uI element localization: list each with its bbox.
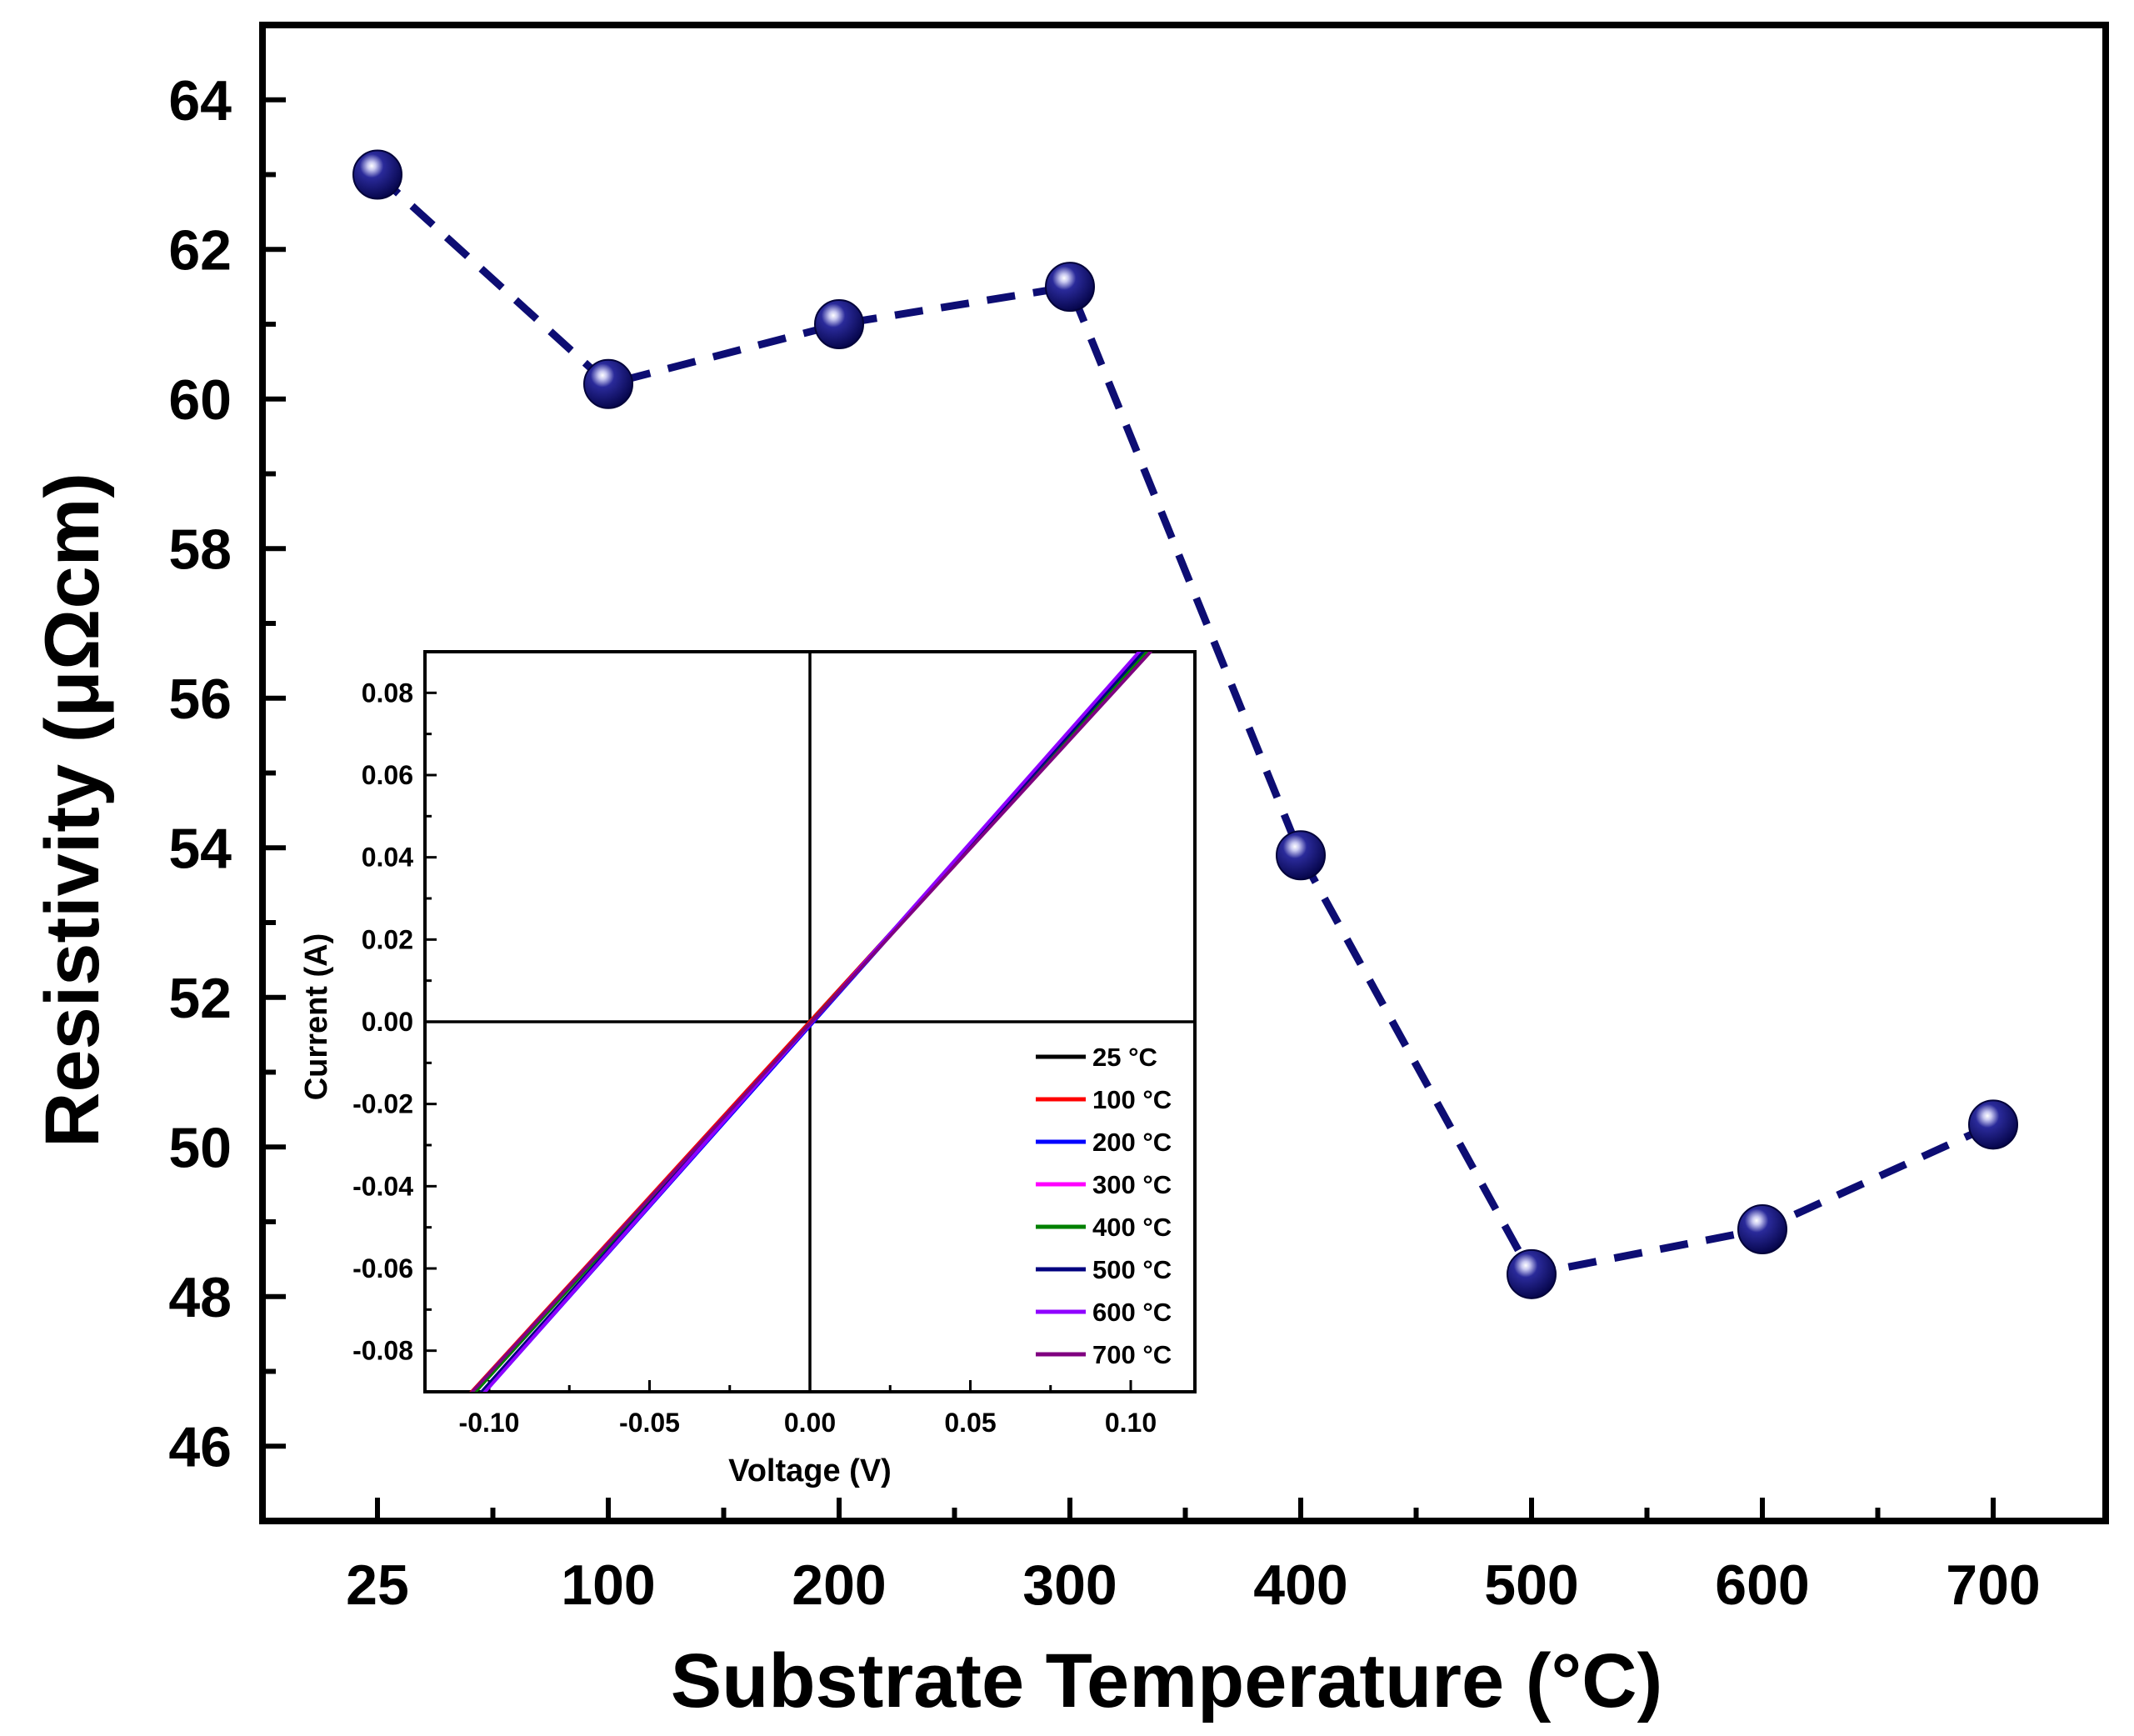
data-point [1507,1248,1557,1299]
inset-y-tick-label: -0.02 [352,1089,413,1119]
x-tick-label: 100 [561,1553,655,1617]
x-tick-label: 300 [1022,1553,1117,1617]
legend-label: 200 °C [1092,1128,1172,1157]
y-tick-label: 50 [168,1116,232,1179]
inset-x-tick-label: -0.10 [459,1408,520,1438]
x-axis-title: Substrate Temperature (°C) [671,1638,1662,1723]
legend-label: 600 °C [1092,1298,1172,1327]
y-tick-label: 46 [168,1415,232,1478]
inset-y-axis-title: Current (A) [299,933,334,1101]
x-tick-label: 600 [1715,1553,1809,1617]
y-axis-title: Resistivity (μΩcm) [30,473,115,1148]
x-tick-label: 700 [1946,1553,2040,1617]
x-tick-label: 400 [1253,1553,1347,1617]
inset-x-tick-label: 0.10 [1105,1408,1157,1438]
legend-label: 300 °C [1092,1170,1172,1199]
data-point [1737,1203,1787,1254]
y-tick-label: 54 [168,817,232,880]
y-tick-label: 58 [168,518,232,581]
x-tick-label: 500 [1484,1553,1578,1617]
y-tick-label: 60 [168,368,232,432]
inset-y-tick-label: -0.08 [352,1336,413,1366]
inset-x-tick-label: -0.05 [619,1408,680,1438]
legend-label: 100 °C [1092,1085,1172,1114]
inset-y-tick-label: 0.02 [362,924,413,954]
inset-y-tick-label: -0.04 [352,1171,413,1201]
legend-label: 400 °C [1092,1213,1172,1242]
resistivity-series-line [374,172,1995,1278]
legend-label: 700 °C [1092,1340,1172,1369]
inset-y-tick-label: 0.06 [362,760,413,790]
y-tick-label: 56 [168,668,232,731]
data-point [1968,1099,2018,1150]
data-point [1276,830,1326,881]
x-tick-label: 25 [346,1553,409,1617]
inset-y-tick-label: 0.08 [362,678,413,708]
inset-y-tick-label: -0.06 [352,1253,413,1283]
y-tick-label: 62 [168,218,232,282]
inset-x-axis-title: Voltage (V) [728,1453,892,1488]
data-point [583,358,633,409]
inset-series-group [469,652,1153,1392]
inset-y-tick-label: 0.00 [362,1007,413,1037]
y-tick-label: 48 [168,1266,232,1329]
y-tick-label: 64 [168,69,232,133]
y-tick-label: 52 [168,967,232,1030]
inset-x-tick-label: 0.05 [944,1408,996,1438]
data-point [814,299,864,349]
inset-x-tick-label: 0.00 [784,1408,836,1438]
x-tick-label: 200 [792,1553,886,1617]
legend-label: 25 °C [1092,1043,1157,1072]
inset-y-tick-label: 0.04 [362,843,413,873]
legend-label: 500 °C [1092,1255,1172,1284]
inset-series-line [470,652,1153,1392]
data-point [1045,262,1095,313]
data-point [352,149,402,200]
